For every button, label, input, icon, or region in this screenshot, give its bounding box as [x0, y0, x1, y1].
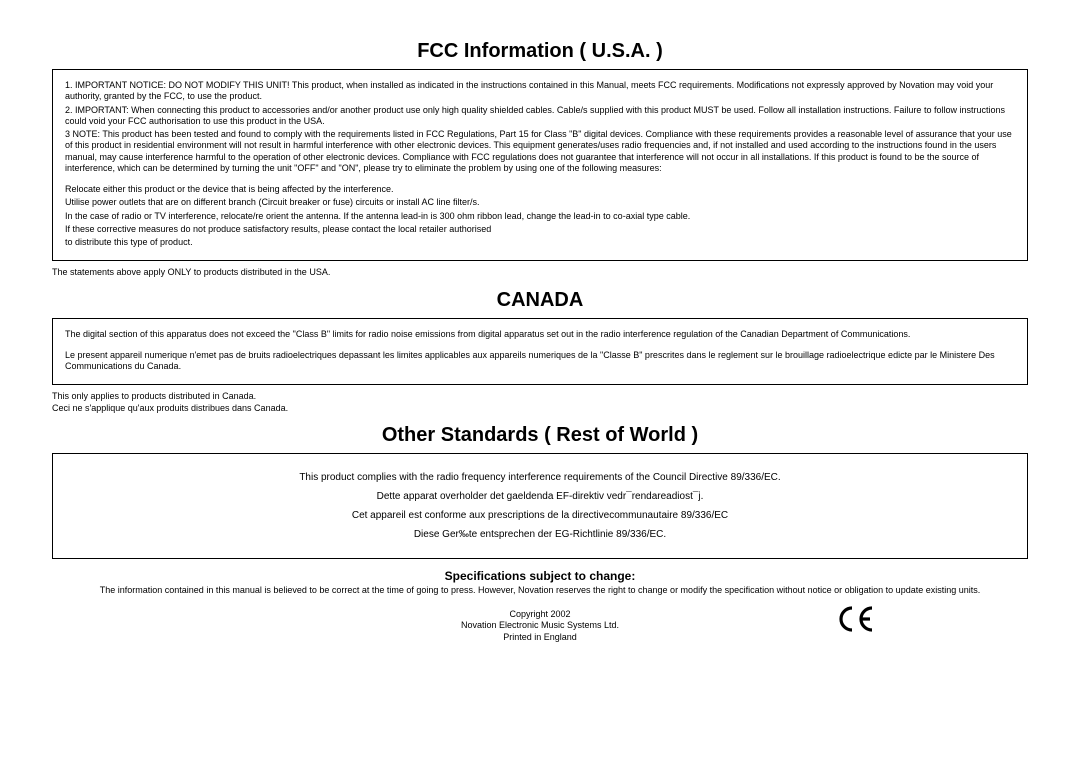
canada-box: The digital section of this apparatus do…: [52, 318, 1028, 386]
fcc-p3: 3 NOTE: This product has been tested and…: [65, 129, 1015, 174]
other-l4: Diese Ger‰te entsprechen der EG-Richtlin…: [65, 529, 1015, 540]
page-root: FCC Information ( U.S.A. ) 1. IMPORTANT …: [0, 0, 1080, 762]
fcc-m2: Utilise power outlets that are on differ…: [65, 197, 1015, 208]
fcc-box: 1. IMPORTANT NOTICE: DO NOT MODIFY THIS …: [52, 69, 1028, 261]
fcc-m5: to distribute this type of product.: [65, 237, 1015, 248]
other-l3: Cet appareil est conforme aux prescripti…: [65, 510, 1015, 521]
fcc-p2: 2. IMPORTANT: When connecting this produ…: [65, 105, 1015, 128]
canada-after-2: Ceci ne s'applique qu'aux produits distr…: [52, 403, 288, 413]
footer-l3: Printed in England: [503, 632, 577, 642]
fcc-m3: In the case of radio or TV interference,…: [65, 211, 1015, 222]
canada-p2: Le present appareil numerique n'emet pas…: [65, 350, 1015, 373]
spec-heading: Specifications subject to change:: [52, 569, 1028, 583]
footer-l2: Novation Electronic Music Systems Ltd.: [461, 620, 619, 630]
fcc-heading: FCC Information ( U.S.A. ): [52, 40, 1028, 63]
footer-l1: Copyright 2002: [509, 609, 570, 619]
footer: Copyright 2002 Novation Electronic Music…: [52, 609, 1028, 644]
fcc-m4: If these corrective measures do not prod…: [65, 224, 1015, 235]
fcc-p1: 1. IMPORTANT NOTICE: DO NOT MODIFY THIS …: [65, 80, 1015, 103]
fcc-m1: Relocate either this product or the devi…: [65, 184, 1015, 195]
other-box: This product complies with the radio fre…: [52, 453, 1028, 559]
canada-p1: The digital section of this apparatus do…: [65, 329, 1015, 340]
other-l2: Dette apparat overholder det gaeldenda E…: [65, 491, 1015, 502]
canada-heading: CANADA: [52, 289, 1028, 312]
canada-after-1: This only applies to products distribute…: [52, 391, 256, 401]
ce-mark-icon: [838, 605, 878, 642]
other-heading: Other Standards ( Rest of World ): [52, 424, 1028, 447]
other-l1: This product complies with the radio fre…: [65, 472, 1015, 483]
spec-body: The information contained in this manual…: [52, 585, 1028, 595]
canada-after: This only applies to products distribute…: [52, 391, 1028, 414]
fcc-after: The statements above apply ONLY to produ…: [52, 267, 1028, 278]
